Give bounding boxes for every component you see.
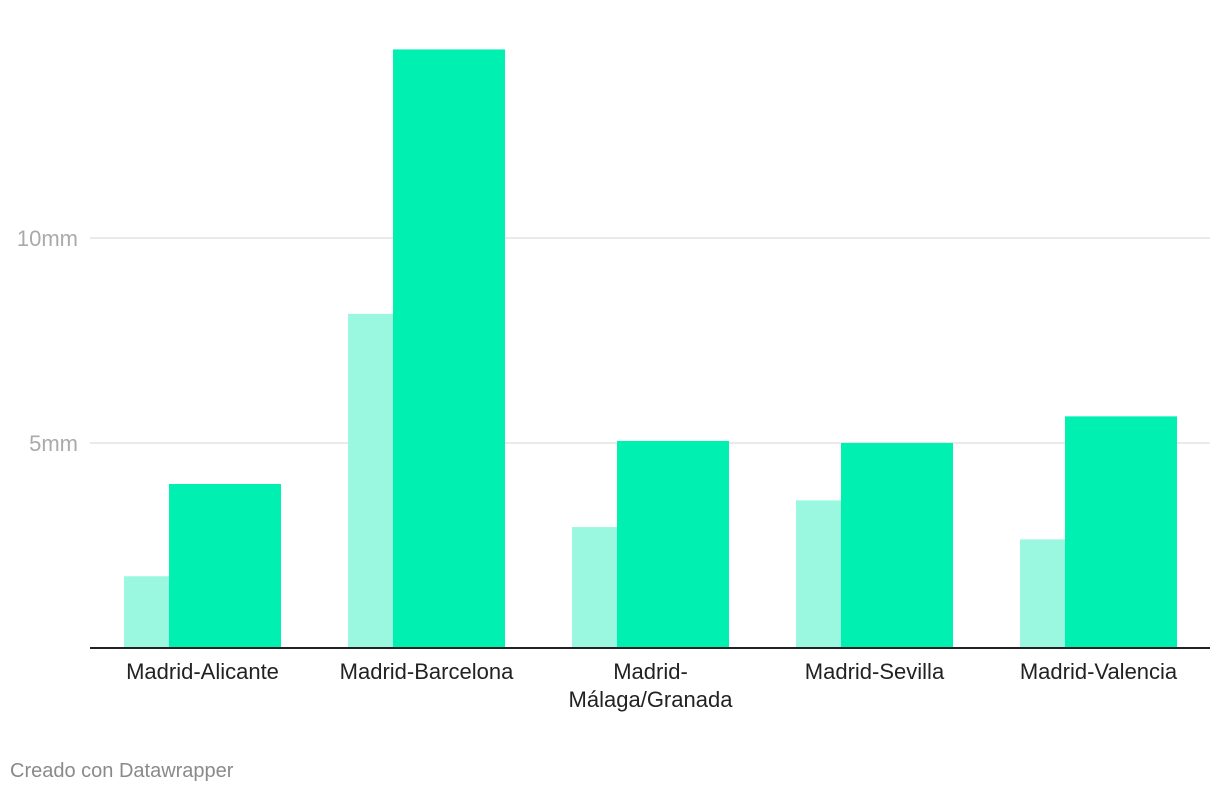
bar-series2-3 xyxy=(841,443,953,648)
x-tick-label-1-line-0: Madrid-Barcelona xyxy=(340,659,514,684)
bar-series2-4 xyxy=(1065,416,1177,648)
bar-series1-3 xyxy=(796,500,841,648)
x-tick-label-2-line-1: Málaga/Granada xyxy=(569,687,734,712)
bar-series1-0 xyxy=(124,576,169,648)
x-tick-label-2: Madrid- Málaga/Granada xyxy=(569,659,734,712)
credit-text: Creado con Datawrapper xyxy=(10,760,234,782)
bars xyxy=(124,49,1177,648)
grid-lines: 5mm 10mm xyxy=(17,226,1210,456)
x-tick-label-3-line-0: Madrid-Sevilla xyxy=(805,659,945,684)
bar-series2-2 xyxy=(617,440,729,648)
x-tick-label-0-line-0: Madrid-Alicante xyxy=(126,659,279,684)
y-tick-label-1: 10mm xyxy=(17,226,78,251)
bar-series2-1 xyxy=(393,49,505,648)
bar-series1-2 xyxy=(572,527,617,648)
x-tick-label-2-line-0: Madrid- xyxy=(613,659,688,684)
bar-series1-1 xyxy=(348,313,393,648)
bar-series2-0 xyxy=(169,484,281,648)
x-tick-label-1: Madrid-Barcelona xyxy=(340,659,514,684)
x-tick-label-4: Madrid-Valencia xyxy=(1020,659,1178,684)
bar-series1-4 xyxy=(1020,539,1065,648)
x-tick-label-3: Madrid-Sevilla xyxy=(805,659,945,684)
x-tick-label-4-line-0: Madrid-Valencia xyxy=(1020,659,1178,684)
y-tick-label-0: 5mm xyxy=(29,431,78,456)
x-tick-label-0: Madrid-Alicante xyxy=(126,659,279,684)
category-labels: Madrid-Alicante Madrid-Barcelona Madrid- Má… xyxy=(126,659,1178,712)
